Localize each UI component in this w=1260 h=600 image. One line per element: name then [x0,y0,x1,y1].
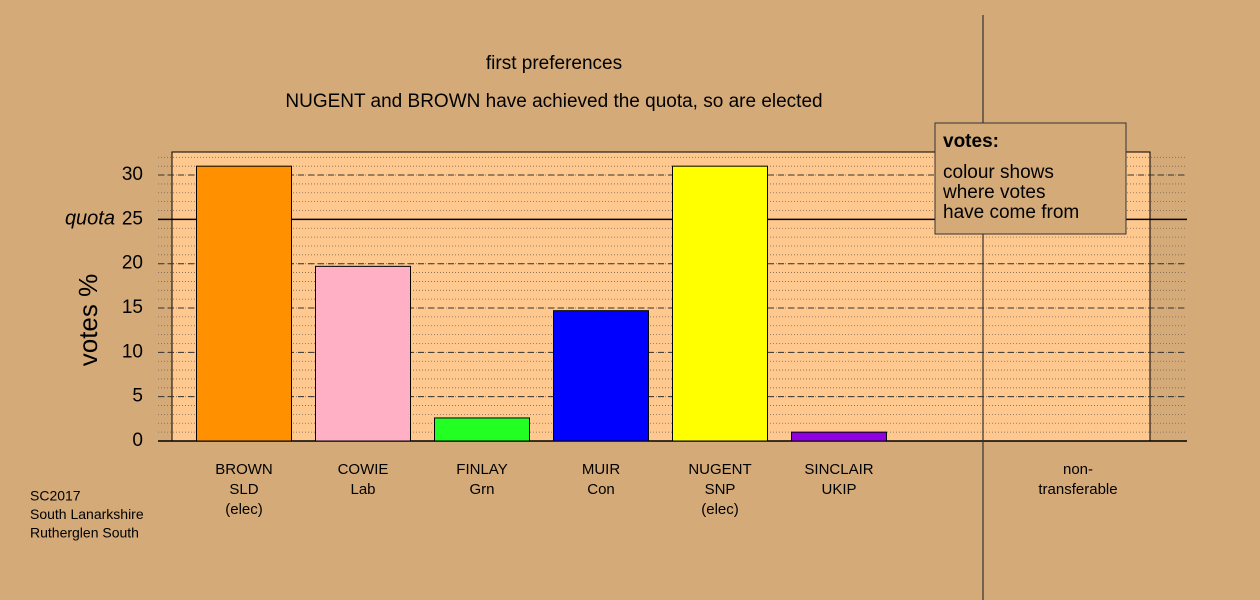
bar [672,165,768,442]
x-tick-label: non-transferable [1038,461,1117,498]
chart-subtitle: NUGENT and BROWN have achieved the quota… [285,91,822,112]
legend-text: colour shows [943,162,1054,183]
bar [434,417,530,442]
legend-text: where votes [942,182,1045,203]
bar [791,431,887,442]
y-tick-label: 0 [132,430,143,451]
bar [315,265,411,442]
x-tick-label: COWIE Lab [338,461,389,498]
footer-text: Rutherglen South [30,525,139,541]
y-tick-label: 15 [122,297,143,318]
y-tick-label: 20 [122,253,143,274]
x-tick-label: BROWN SLD (elec) [215,461,273,518]
legend-title: votes: [943,131,999,152]
quota-label: quota [65,208,115,230]
x-tick-label: FINLAY Grn [456,461,507,498]
x-tick-label: NUGENT SNP (elec) [688,461,751,518]
y-tick-label: 10 [122,341,143,362]
footer-text: SC2017 [30,488,81,504]
legend-text: have come from [943,202,1079,223]
x-tick-label: MUIR Con [582,461,620,498]
footer-text: South Lanarkshire [30,506,144,522]
chart-title: first preferences [486,53,622,74]
y-tick-label: 25 [122,208,143,229]
bar [196,165,292,442]
x-tick-label: SINCLAIR UKIP [804,461,873,498]
y-axis-label: votes % [73,274,103,367]
y-tick-label: 30 [122,164,143,185]
bar [553,310,649,442]
legend-box [934,122,1127,235]
y-tick-label: 5 [132,386,143,407]
